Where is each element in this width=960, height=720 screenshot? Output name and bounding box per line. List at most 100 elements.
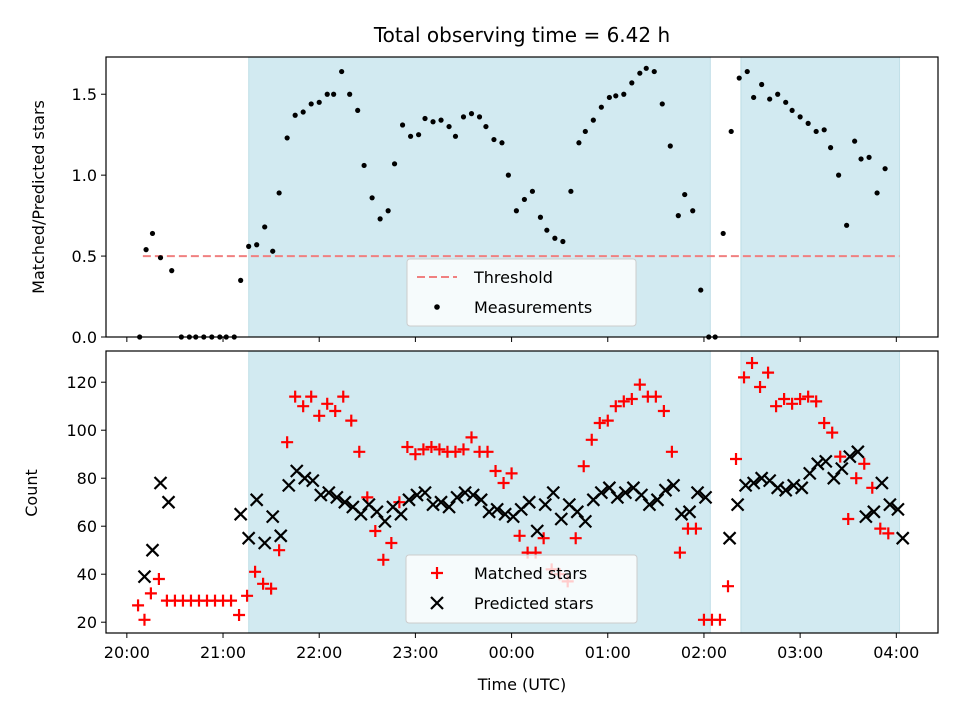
predicted-star-point — [778, 483, 793, 497]
measurement-point — [149, 230, 156, 237]
count-xtick-label: 04:00 — [873, 643, 919, 662]
predicted-star-point — [658, 483, 673, 497]
count-ytick-label: 20 — [77, 613, 97, 632]
predicted-star-point — [875, 476, 889, 490]
predicted-stars-series — [137, 445, 910, 584]
measurement-point — [783, 99, 789, 105]
measurement-point — [430, 119, 436, 125]
measurement-point — [643, 65, 649, 71]
measurement-point — [568, 188, 574, 194]
predicted-star-point — [394, 507, 408, 521]
measurement-point — [852, 138, 858, 144]
predicted-star-point — [851, 445, 865, 459]
measurement-point — [736, 75, 742, 81]
predicted-star-point — [410, 488, 424, 502]
measurement-point — [882, 166, 888, 172]
matched-star-point — [754, 381, 767, 393]
measurement-point — [476, 114, 483, 120]
matched-star-point — [305, 390, 318, 403]
measurement-point — [157, 255, 164, 261]
ratio-legend-box — [406, 258, 637, 327]
predicted-star-point — [306, 473, 320, 488]
matched-star-point — [609, 400, 622, 413]
measurement-point — [751, 94, 757, 101]
measurement-point — [621, 91, 627, 97]
matched-star-point — [713, 613, 726, 626]
measurement-point — [775, 91, 781, 97]
matched-star-point — [537, 532, 550, 545]
predicted-star-point — [650, 493, 665, 507]
measurement-point — [590, 117, 596, 123]
matched-star-point — [673, 546, 686, 559]
predicted-star-point — [642, 497, 657, 512]
measurement-point — [324, 91, 330, 97]
matched-star-point — [577, 460, 590, 473]
predicted-star-point — [370, 505, 384, 519]
matched-star-point — [689, 522, 702, 535]
measurement-point — [339, 68, 345, 75]
matched-star-point — [337, 390, 350, 403]
matched-star-point — [241, 589, 254, 602]
matched-star-point — [273, 544, 286, 557]
predicted-star-point — [730, 497, 745, 512]
predicted-star-point — [466, 488, 480, 502]
count-xtick-label: 23:00 — [392, 643, 438, 662]
matched-star-point — [144, 587, 157, 600]
matched-star-point — [465, 431, 478, 444]
observing-window-1 — [740, 56, 901, 338]
measurement-point — [446, 123, 452, 130]
predicted-star-point — [314, 488, 328, 502]
measurement-point — [347, 91, 353, 97]
matched-star-point — [794, 393, 807, 405]
matched-star-point — [297, 400, 310, 413]
measurement-point — [399, 122, 406, 128]
measurement-point — [369, 195, 375, 201]
measurement-point — [513, 208, 519, 214]
predicted-star-point — [698, 490, 713, 505]
measurement-point — [385, 208, 391, 214]
matched-star-point — [329, 405, 342, 417]
measurement-point — [767, 96, 773, 102]
measurement-point — [821, 127, 827, 133]
measurement-point — [246, 243, 252, 249]
matched-star-point — [738, 371, 751, 384]
count-xtick-label: 22:00 — [296, 643, 342, 662]
measurement-point — [576, 140, 582, 146]
matched-star-point — [882, 527, 895, 540]
matched-star-point — [481, 445, 494, 458]
matched-stars-series — [132, 357, 895, 626]
matched-star-point — [617, 395, 630, 408]
count-ytick-label: 120 — [66, 373, 97, 392]
matched-star-point — [409, 448, 422, 461]
matched-star-point — [257, 577, 270, 590]
measurement-point — [529, 188, 536, 194]
measurements-legend-marker — [434, 304, 440, 310]
predicted-star-point — [754, 471, 769, 485]
matched-star-point — [657, 405, 670, 417]
predicted-star-point — [298, 471, 312, 485]
count-x-axis: 20:00 21:00 22:00 23:00 00:00 01:00 02:00 03:00… — [104, 633, 919, 662]
measurement-point — [438, 117, 444, 123]
measurement-point — [651, 68, 657, 75]
measurement-point — [789, 107, 795, 114]
matched-star-point — [353, 445, 366, 458]
count-xtick-label: 21:00 — [200, 643, 246, 662]
matched-star-point — [433, 443, 446, 456]
matched-star-point — [593, 417, 606, 429]
predicted-star-point — [378, 514, 392, 529]
count-legend: Matched stars Predicted stars — [405, 554, 638, 624]
measurement-point — [629, 80, 635, 86]
matched-star-point — [505, 467, 518, 480]
predicted-star-point — [895, 531, 910, 545]
predicted-star-point — [257, 536, 272, 550]
matched-star-point — [665, 445, 678, 458]
matched-star-point — [826, 426, 839, 439]
predicted-star-point — [161, 495, 176, 509]
matched-star-point — [425, 441, 438, 453]
count-xtick-label: 00:00 — [489, 643, 535, 662]
measurement-point — [316, 99, 322, 105]
count-ytick-label: 100 — [66, 421, 97, 440]
predicted-star-point — [666, 478, 681, 493]
measurement-point — [797, 114, 803, 120]
predicted-star-point — [522, 495, 536, 509]
